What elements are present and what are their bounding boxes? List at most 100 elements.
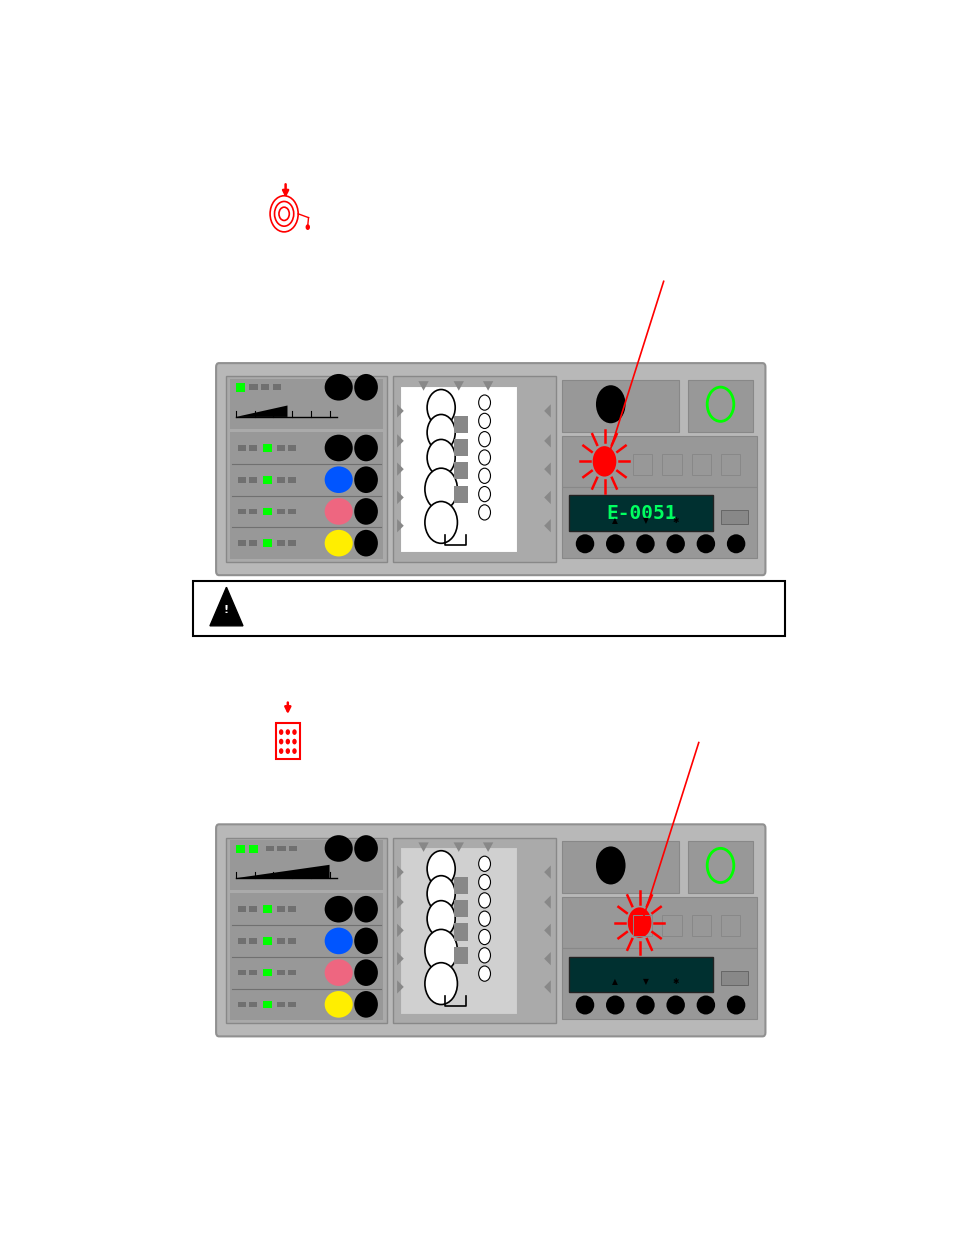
Bar: [691, 915, 710, 936]
Circle shape: [278, 748, 283, 753]
Circle shape: [427, 389, 455, 426]
Ellipse shape: [576, 995, 594, 1014]
Polygon shape: [396, 462, 403, 475]
Ellipse shape: [354, 960, 377, 986]
Ellipse shape: [324, 498, 353, 525]
Ellipse shape: [666, 995, 684, 1014]
Bar: [249, 906, 256, 913]
Polygon shape: [396, 435, 403, 447]
Bar: [288, 906, 295, 913]
Bar: [265, 846, 274, 851]
Bar: [237, 1002, 246, 1008]
Polygon shape: [482, 842, 493, 852]
Bar: [561, 897, 756, 948]
Bar: [393, 377, 556, 562]
Circle shape: [478, 468, 490, 483]
Bar: [237, 509, 246, 514]
Bar: [249, 1002, 256, 1008]
Ellipse shape: [696, 995, 715, 1014]
Bar: [289, 846, 297, 851]
Circle shape: [478, 414, 490, 429]
Ellipse shape: [605, 535, 624, 553]
Bar: [276, 540, 285, 546]
Bar: [633, 453, 652, 474]
Bar: [237, 445, 246, 451]
Polygon shape: [543, 866, 550, 879]
Circle shape: [478, 874, 490, 889]
Circle shape: [427, 440, 455, 475]
Polygon shape: [396, 981, 403, 994]
Circle shape: [285, 748, 290, 753]
Circle shape: [278, 729, 283, 735]
Polygon shape: [543, 490, 550, 504]
Polygon shape: [396, 519, 403, 532]
Circle shape: [427, 415, 455, 451]
Polygon shape: [396, 866, 403, 879]
Bar: [263, 508, 272, 515]
Bar: [276, 969, 285, 976]
Circle shape: [292, 748, 296, 753]
Polygon shape: [396, 490, 403, 504]
Bar: [193, 580, 783, 636]
Bar: [288, 540, 295, 546]
Bar: [561, 948, 756, 1019]
Bar: [454, 900, 467, 918]
Bar: [230, 893, 383, 1020]
Bar: [237, 906, 246, 913]
Bar: [561, 841, 678, 893]
Circle shape: [478, 450, 490, 466]
Circle shape: [478, 947, 490, 963]
Bar: [720, 971, 747, 986]
Bar: [235, 845, 245, 853]
Circle shape: [285, 739, 290, 745]
Bar: [633, 915, 652, 936]
Bar: [454, 924, 467, 941]
Ellipse shape: [324, 835, 353, 862]
Bar: [261, 384, 269, 390]
Ellipse shape: [726, 995, 744, 1014]
Bar: [688, 841, 752, 893]
Circle shape: [478, 487, 490, 501]
Polygon shape: [543, 519, 550, 532]
Polygon shape: [396, 952, 403, 966]
Ellipse shape: [324, 927, 353, 955]
Bar: [288, 477, 295, 483]
Bar: [263, 445, 272, 452]
Polygon shape: [543, 404, 550, 417]
Ellipse shape: [354, 498, 377, 525]
Bar: [399, 847, 517, 1014]
Ellipse shape: [324, 990, 353, 1018]
Text: ✱: ✱: [672, 516, 679, 525]
Text: ▲: ▲: [612, 977, 618, 986]
Circle shape: [478, 856, 490, 872]
Bar: [263, 905, 272, 913]
Ellipse shape: [666, 535, 684, 553]
Bar: [561, 436, 756, 487]
Bar: [454, 947, 467, 963]
Bar: [568, 957, 713, 992]
Bar: [288, 1002, 295, 1008]
Bar: [237, 939, 246, 944]
Bar: [720, 510, 747, 524]
FancyBboxPatch shape: [216, 363, 764, 576]
Circle shape: [478, 930, 490, 945]
Bar: [237, 969, 246, 976]
Ellipse shape: [354, 467, 377, 493]
Circle shape: [478, 893, 490, 908]
Bar: [263, 1000, 272, 1008]
Bar: [454, 462, 467, 479]
Circle shape: [305, 225, 310, 230]
Bar: [226, 837, 386, 1023]
Circle shape: [424, 963, 456, 1004]
Polygon shape: [453, 382, 463, 390]
FancyBboxPatch shape: [216, 824, 764, 1036]
Polygon shape: [210, 587, 243, 626]
Bar: [568, 495, 713, 531]
Bar: [263, 937, 272, 945]
Circle shape: [478, 431, 490, 447]
Ellipse shape: [605, 995, 624, 1014]
Bar: [288, 939, 295, 944]
Text: ▼: ▼: [641, 977, 648, 986]
Ellipse shape: [354, 927, 377, 955]
Ellipse shape: [636, 995, 654, 1014]
